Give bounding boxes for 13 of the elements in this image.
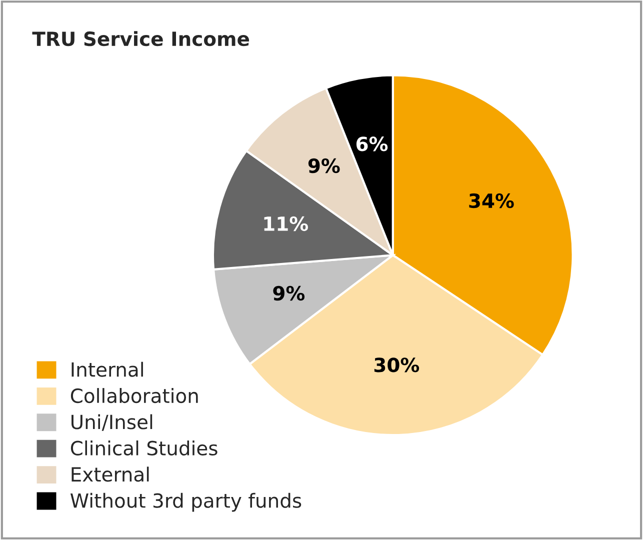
legend-label: External bbox=[72, 466, 149, 482]
legend-label: Collaboration bbox=[70, 388, 198, 404]
legend-label: Clinical Studies bbox=[70, 440, 218, 456]
chart-title: TRU Service Income bbox=[32, 31, 250, 46]
legend-label: Without 3rd party funds bbox=[70, 492, 302, 512]
legend-label: Internal bbox=[72, 362, 143, 377]
data-label: 9% bbox=[308, 158, 340, 174]
data-label: 30% bbox=[374, 358, 420, 372]
data-label: 9% bbox=[273, 286, 305, 301]
data-label: 6% bbox=[356, 136, 388, 152]
data-label: 11% bbox=[264, 216, 308, 232]
legend-label: Uni/Insel bbox=[72, 414, 152, 431]
data-label: 34% bbox=[469, 193, 514, 208]
